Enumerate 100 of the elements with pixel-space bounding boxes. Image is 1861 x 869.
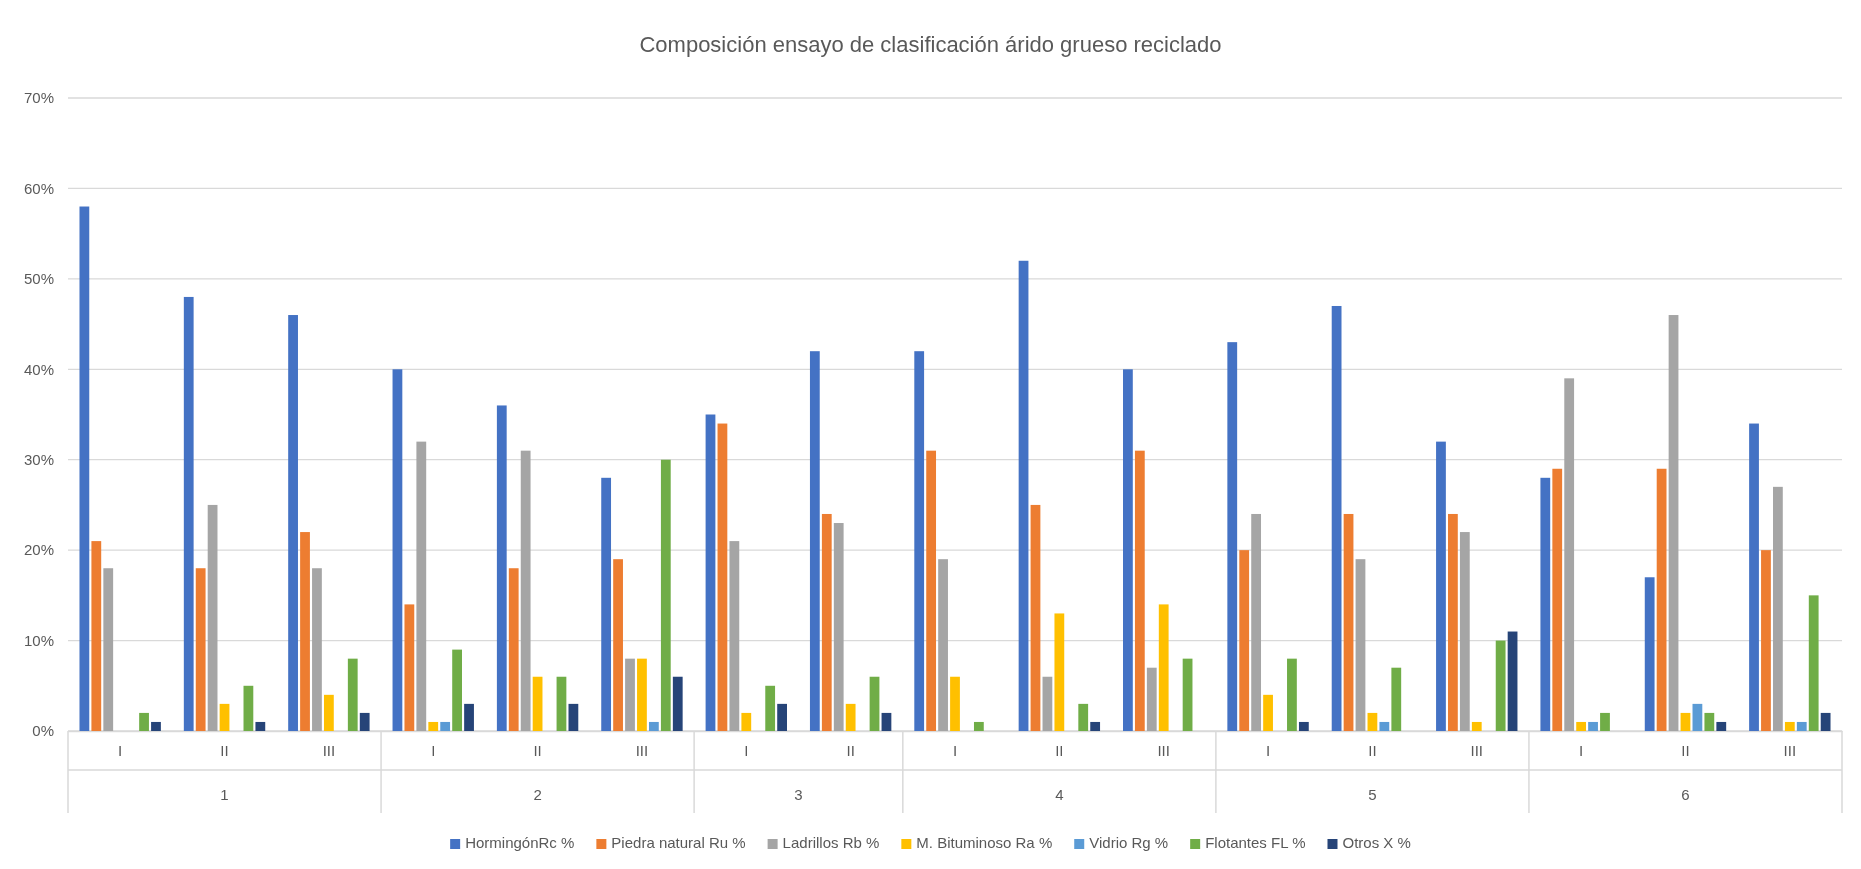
bar <box>821 513 832 731</box>
bar <box>1030 504 1041 731</box>
bar <box>1158 604 1169 731</box>
bar <box>1773 486 1783 731</box>
bar <box>1182 658 1193 731</box>
bar <box>881 712 892 731</box>
bar <box>1761 550 1771 731</box>
bar <box>428 721 439 731</box>
bar <box>1656 468 1667 731</box>
x-tick-label: III <box>322 741 336 759</box>
bar <box>1448 513 1458 731</box>
bar <box>1146 667 1157 731</box>
bar <box>568 703 579 731</box>
bar <box>312 568 322 731</box>
bar <box>323 694 334 731</box>
bar <box>809 351 820 731</box>
bar <box>1540 477 1551 731</box>
legend-label: M. Bituminoso Ra % <box>916 834 1053 851</box>
legend-label: Vidrio Rg % <box>1089 834 1169 851</box>
bar <box>613 559 623 731</box>
bar <box>91 541 102 731</box>
bar <box>392 369 403 731</box>
bar <box>1018 260 1029 731</box>
bar <box>288 315 298 731</box>
bar <box>950 676 960 731</box>
legend-label: Piedra natural Ru % <box>611 834 746 851</box>
bar <box>255 721 266 731</box>
x-tick-label: II <box>1368 741 1377 759</box>
bar <box>300 532 310 731</box>
legend-label: Ladrillos Rb % <box>782 834 880 851</box>
y-tick-label: 30% <box>23 451 54 469</box>
legend-label: Otros X % <box>1342 834 1411 851</box>
bar <box>1287 658 1297 731</box>
x-tick-label: III <box>1157 741 1170 759</box>
x-tick-label: I <box>118 741 123 759</box>
bar <box>416 441 427 731</box>
bar <box>1123 369 1133 731</box>
text: 3 <box>794 786 803 803</box>
legend-label: Flotantes FL % <box>1205 834 1306 851</box>
x-tick-label: II <box>533 741 542 759</box>
bar <box>777 703 787 731</box>
bar <box>404 604 415 731</box>
bar <box>1808 595 1819 731</box>
bar <box>1042 676 1053 731</box>
x-tick-label: III <box>635 741 649 759</box>
bar <box>452 649 462 731</box>
text: 2 <box>533 786 542 803</box>
bar <box>729 541 740 731</box>
bar <box>938 559 948 731</box>
x-tick-label: II <box>846 741 855 759</box>
bar <box>207 504 218 731</box>
bar <box>1749 423 1759 731</box>
bar <box>705 414 716 731</box>
bar <box>601 477 612 731</box>
y-tick-label: 20% <box>23 541 54 559</box>
bar <box>508 568 519 731</box>
bar <box>648 721 659 731</box>
bar <box>765 685 776 731</box>
y-tick-label: 0% <box>32 722 54 740</box>
bar <box>195 568 206 731</box>
y-tick-label: 70% <box>23 89 54 107</box>
bar <box>1298 721 1309 731</box>
y-tick-label: 60% <box>23 179 54 197</box>
bar <box>672 676 683 731</box>
y-tick-label: 50% <box>23 270 54 288</box>
bar <box>741 712 752 731</box>
bar <box>1644 577 1655 731</box>
bar <box>1263 694 1273 731</box>
text: 5 <box>1368 786 1377 803</box>
bar <box>1576 721 1587 731</box>
bar <box>1391 667 1402 731</box>
bar <box>625 658 635 731</box>
bar <box>139 712 149 731</box>
bar <box>1668 315 1679 731</box>
bar <box>520 450 531 731</box>
bar <box>1134 450 1145 731</box>
bar <box>1471 721 1482 731</box>
bar <box>79 206 90 731</box>
x-tick-label: I <box>744 741 749 759</box>
bar <box>1507 631 1518 731</box>
bar <box>1680 712 1691 731</box>
text: 6 <box>1681 786 1690 803</box>
bar <box>845 703 856 731</box>
bar <box>1796 721 1807 731</box>
bar <box>347 658 358 731</box>
bar <box>496 405 507 731</box>
bar <box>660 459 671 731</box>
x-tick-label: III <box>1470 741 1484 759</box>
bar <box>1355 559 1366 731</box>
bar <box>359 712 370 731</box>
bar <box>1704 712 1715 731</box>
bar <box>1379 721 1390 731</box>
bar <box>1552 468 1563 731</box>
bar <box>1054 613 1065 731</box>
bar <box>1784 721 1795 731</box>
bar <box>1564 378 1575 731</box>
bar <box>219 703 230 731</box>
bar <box>151 721 161 731</box>
bar <box>556 676 567 731</box>
text: 1 <box>220 786 229 803</box>
